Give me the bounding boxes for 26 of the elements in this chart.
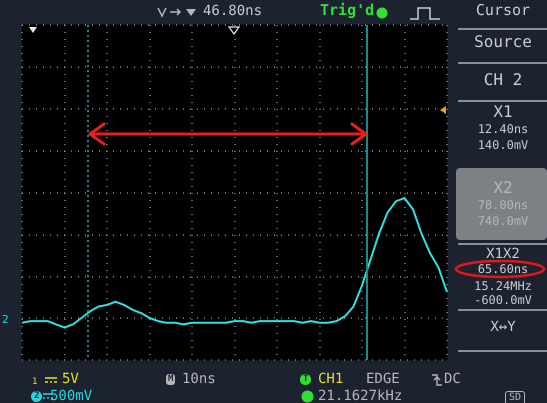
- text: T: [300, 374, 312, 385]
- text: M: [166, 374, 176, 385]
- text: 65.60ns: [476, 262, 530, 276]
- text: 500mV: [50, 388, 92, 403]
- text: X1X2: [485, 246, 521, 262]
- text: X1: [492, 102, 514, 121]
- text: 1: [32, 377, 38, 387]
- text: 2: [31, 391, 42, 402]
- text: Trig'd: [320, 1, 374, 19]
- text: 5V: [62, 371, 79, 387]
- text: 15.24MHz: [473, 279, 533, 293]
- text: 12.40ns: [476, 122, 530, 136]
- text: DC: [444, 371, 461, 387]
- text: CH1: [318, 371, 344, 387]
- text: 2: [2, 313, 9, 326]
- text: Cursor: [474, 1, 532, 19]
- text: 46.80ns: [203, 3, 262, 19]
- text: -600.0mV: [473, 293, 533, 307]
- text: 21.1627kHz: [318, 388, 402, 403]
- text: 140.0mV: [476, 138, 530, 152]
- text: EDGE: [366, 371, 400, 387]
- text: CH 2: [482, 70, 524, 89]
- text: X↔Y: [489, 319, 517, 335]
- text: SD: [505, 391, 526, 403]
- text: Source: [473, 32, 533, 51]
- text: 10ns: [182, 371, 216, 387]
